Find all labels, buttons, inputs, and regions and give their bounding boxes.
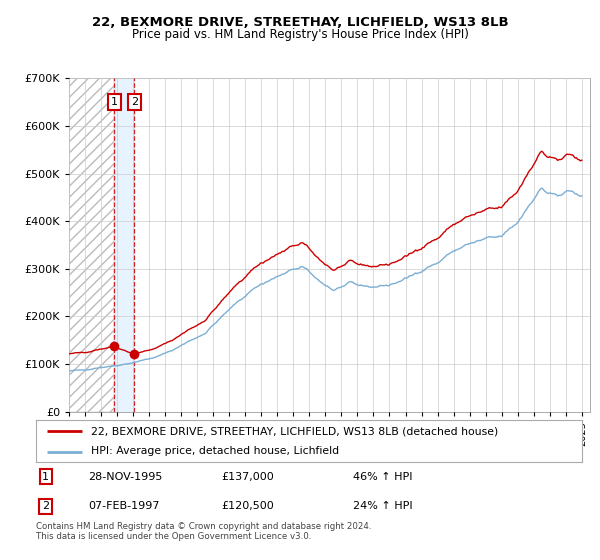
Text: HPI: Average price, detached house, Lichfield: HPI: Average price, detached house, Lich… [91, 446, 339, 456]
Text: 07-FEB-1997: 07-FEB-1997 [88, 501, 160, 511]
Text: 24% ↑ HPI: 24% ↑ HPI [353, 501, 412, 511]
Text: 1: 1 [43, 472, 49, 482]
Text: Price paid vs. HM Land Registry's House Price Index (HPI): Price paid vs. HM Land Registry's House … [131, 28, 469, 41]
Text: 22, BEXMORE DRIVE, STREETHAY, LICHFIELD, WS13 8LB: 22, BEXMORE DRIVE, STREETHAY, LICHFIELD,… [92, 16, 508, 29]
Text: 2: 2 [131, 97, 138, 107]
Text: 1: 1 [111, 97, 118, 107]
Text: 46% ↑ HPI: 46% ↑ HPI [353, 472, 412, 482]
Text: £120,500: £120,500 [221, 501, 274, 511]
Text: Contains HM Land Registry data © Crown copyright and database right 2024.
This d: Contains HM Land Registry data © Crown c… [36, 522, 371, 542]
Text: 28-NOV-1995: 28-NOV-1995 [88, 472, 162, 482]
Bar [115, 78, 134, 412]
Text: 22, BEXMORE DRIVE, STREETHAY, LICHFIELD, WS13 8LB (detached house): 22, BEXMORE DRIVE, STREETHAY, LICHFIELD,… [91, 426, 498, 436]
Text: £137,000: £137,000 [221, 472, 274, 482]
Bar [69, 78, 115, 412]
Text: 2: 2 [42, 501, 49, 511]
